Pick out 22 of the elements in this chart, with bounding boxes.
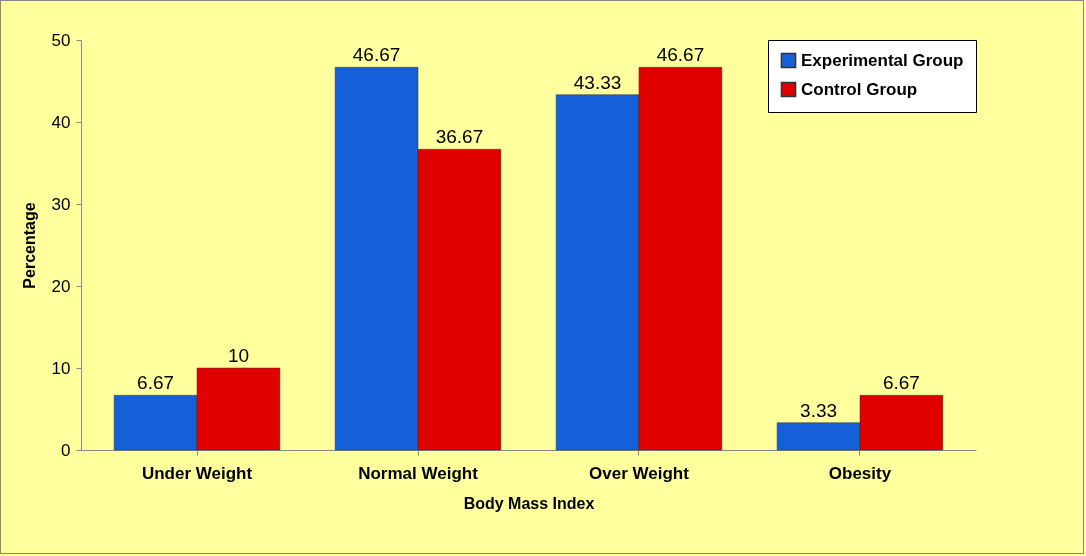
x-axis-title: Body Mass Index [463, 494, 595, 512]
data-label: 3.33 [800, 399, 838, 421]
y-tick-label: 0 [61, 440, 71, 460]
data-label: 6.67 [137, 372, 175, 394]
data-label: 10 [227, 345, 250, 366]
data-label: 6.67 [882, 372, 920, 394]
x-tick-label: Over Weight [589, 463, 690, 483]
data-label: 43.33 [573, 71, 622, 93]
y-tick-label: 40 [51, 112, 71, 132]
y-tick-label: 20 [51, 276, 71, 296]
x-tick-label: Normal Weight [358, 463, 479, 483]
y-tick-label: 50 [51, 30, 71, 50]
y-axis-title: Percentage [20, 202, 38, 289]
data-label: 46.67 [352, 44, 401, 66]
data-label: 36.67 [435, 126, 484, 148]
legend-label: Experimental Group [801, 50, 964, 70]
data-label: 46.67 [656, 44, 705, 66]
y-tick-label: 30 [51, 194, 71, 214]
x-tick-label: Obesity [828, 463, 892, 483]
x-tick-label: Under Weight [141, 463, 253, 483]
y-tick-label: 10 [51, 358, 71, 378]
legend-label: Control Group [801, 79, 918, 99]
